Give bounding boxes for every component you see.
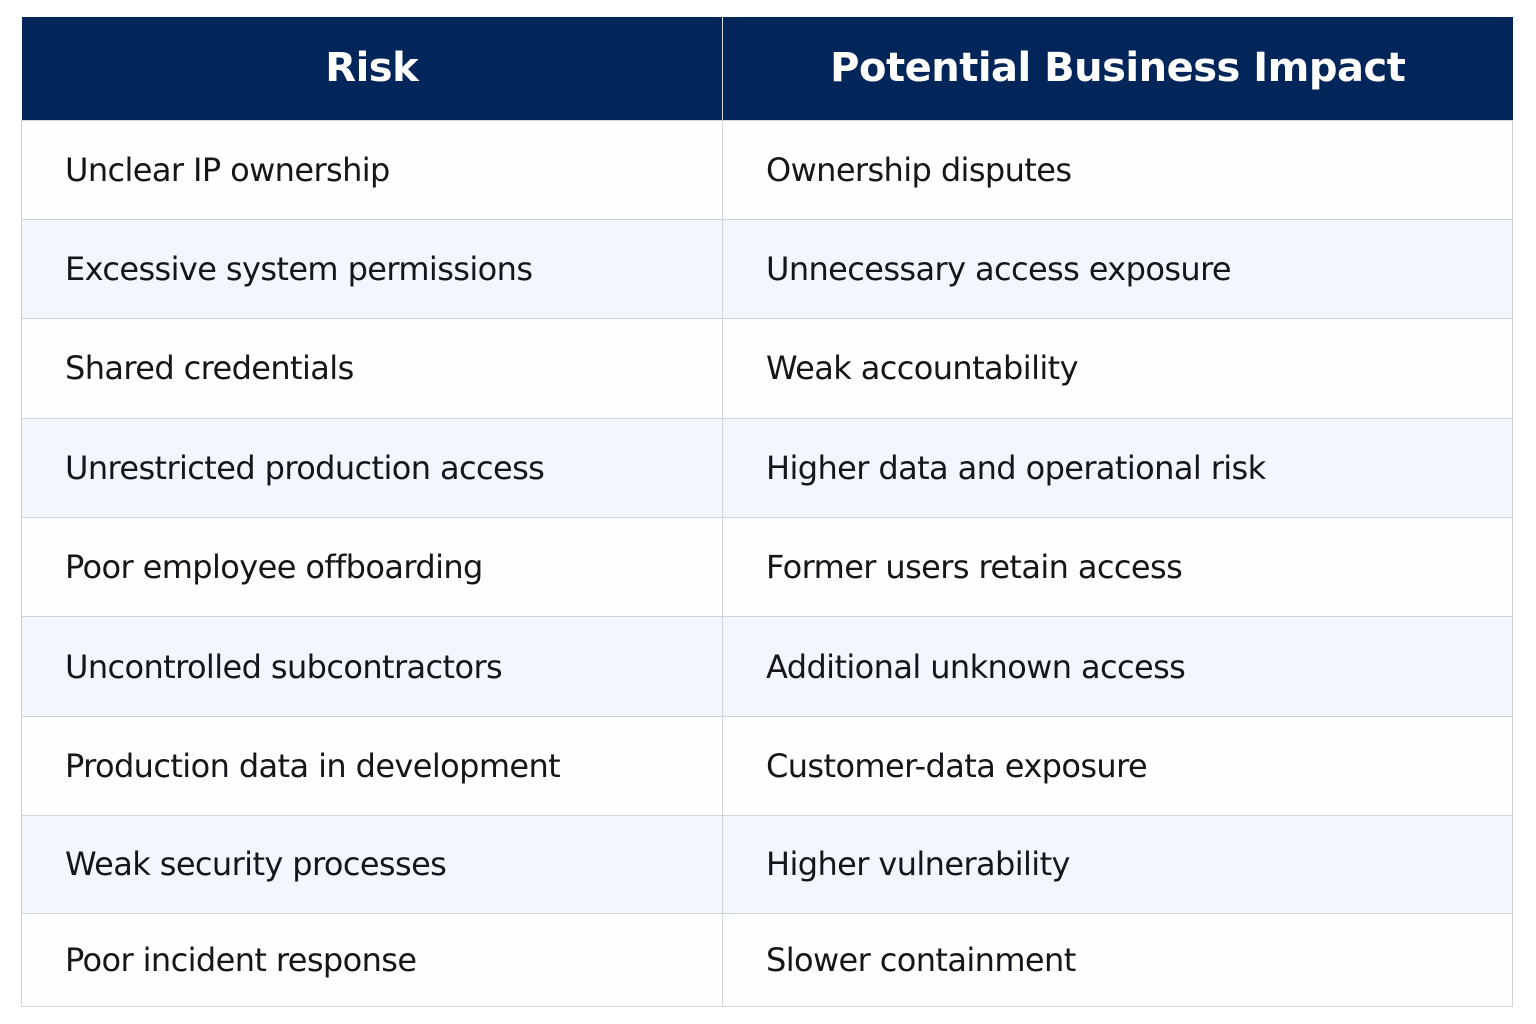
risk-cell: Shared credentials (21, 318, 723, 419)
impact-cell: Additional unknown access (722, 616, 1513, 717)
risk-cell: Uncontrolled subcontractors (21, 616, 723, 717)
risk-cell: Production data in development (21, 715, 723, 816)
impact-cell: Slower containment (722, 912, 1513, 1008)
impact-cell: Higher data and operational risk (722, 417, 1513, 518)
table-row: Shared credentials Weak accountability (21, 318, 1513, 419)
impact-cell: Higher vulnerability (722, 815, 1513, 914)
risk-cell: Unclear IP ownership (21, 119, 723, 220)
table-body: Unclear IP ownership Ownership disputes … (21, 119, 1513, 1008)
risk-cell: Poor employee offboarding (21, 517, 723, 617)
table-header: Risk Potential Business Impact (21, 17, 1513, 120)
table-row: Weak security processes Higher vulnerabi… (21, 815, 1513, 914)
impact-cell: Unnecessary access exposure (722, 218, 1513, 319)
table-row: Unrestricted production access Higher da… (21, 417, 1513, 518)
risk-cell: Weak security processes (21, 815, 723, 914)
impact-cell: Former users retain access (722, 517, 1513, 617)
table-row: Unclear IP ownership Ownership disputes (21, 119, 1513, 220)
impact-cell: Weak accountability (722, 318, 1513, 419)
risk-cell: Poor incident response (21, 912, 723, 1008)
header-potential-business-impact: Potential Business Impact (722, 17, 1513, 120)
header-row: Risk Potential Business Impact (21, 17, 1513, 120)
header-risk: Risk (21, 17, 723, 120)
risk-cell: Unrestricted production access (21, 417, 723, 518)
table-row: Poor incident response Slower containmen… (21, 912, 1513, 1008)
risk-cell: Excessive system permissions (21, 218, 723, 319)
impact-cell: Customer-data exposure (722, 715, 1513, 816)
table-row: Uncontrolled subcontractors Additional u… (21, 616, 1513, 717)
table-row: Poor employee offboarding Former users r… (21, 517, 1513, 617)
risk-impact-table: Risk Potential Business Impact Unclear I… (21, 17, 1513, 1008)
table-row: Production data in development Customer-… (21, 715, 1513, 816)
table-row: Excessive system permissions Unnecessary… (21, 218, 1513, 319)
impact-cell: Ownership disputes (722, 119, 1513, 220)
